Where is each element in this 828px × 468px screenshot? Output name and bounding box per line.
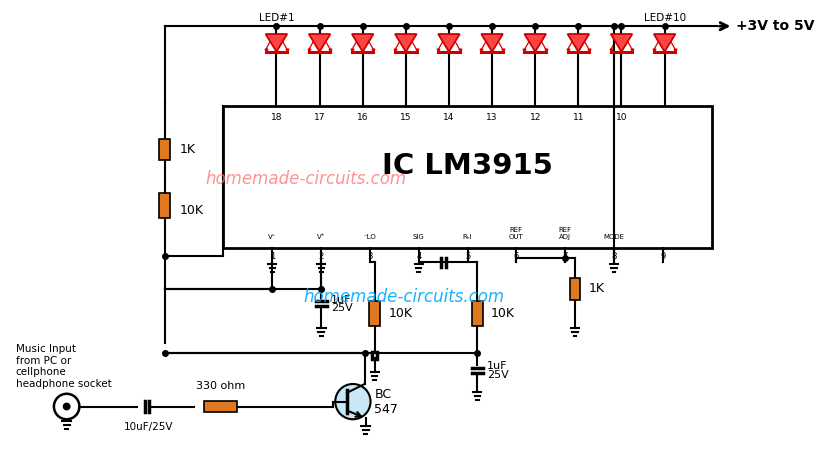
Bar <box>159 193 170 218</box>
Bar <box>159 139 170 161</box>
Polygon shape <box>481 34 503 51</box>
Text: 1: 1 <box>269 252 275 261</box>
Text: 8: 8 <box>610 252 616 261</box>
Text: homemade-circuits.com: homemade-circuits.com <box>205 170 407 188</box>
Text: REF
ADJ: REF ADJ <box>558 227 571 240</box>
Text: MODE: MODE <box>603 234 623 240</box>
Bar <box>569 278 580 300</box>
Polygon shape <box>395 34 416 51</box>
Text: LED#10: LED#10 <box>643 14 685 23</box>
Text: ⁻LO: ⁻LO <box>363 234 376 240</box>
Text: RₕI: RₕI <box>462 234 472 240</box>
Polygon shape <box>352 34 373 51</box>
Text: BC
547: BC 547 <box>374 388 397 416</box>
Text: V⁻: V⁻ <box>267 234 277 240</box>
Text: 4: 4 <box>416 252 421 261</box>
Text: 330 ohm: 330 ohm <box>195 381 245 391</box>
Text: 10K: 10K <box>490 307 514 320</box>
Text: 15: 15 <box>400 113 411 123</box>
Text: +3V to 5V: +3V to 5V <box>735 19 814 33</box>
Text: 5: 5 <box>465 252 469 261</box>
Circle shape <box>63 402 70 410</box>
Text: 11: 11 <box>572 113 584 123</box>
Text: SIG: SIG <box>412 234 424 240</box>
Text: 18: 18 <box>271 113 282 123</box>
Polygon shape <box>308 34 330 51</box>
Text: REF
OUT: REF OUT <box>508 227 523 240</box>
Bar <box>204 401 237 412</box>
Text: 17: 17 <box>314 113 325 123</box>
Bar <box>224 106 710 248</box>
Text: 7: 7 <box>562 252 567 261</box>
Text: 1uF: 1uF <box>330 295 351 305</box>
Polygon shape <box>524 34 546 51</box>
Text: 9: 9 <box>659 252 665 261</box>
Text: 1K: 1K <box>588 282 604 295</box>
Text: 1uF: 1uF <box>487 361 507 371</box>
Bar <box>471 300 482 326</box>
Bar <box>369 300 380 326</box>
Circle shape <box>335 384 370 419</box>
Text: IC LM3915: IC LM3915 <box>382 153 552 180</box>
Text: 6: 6 <box>513 252 518 261</box>
Text: 10: 10 <box>615 113 627 123</box>
Polygon shape <box>438 34 460 51</box>
Text: 14: 14 <box>443 113 454 123</box>
Text: Music Input
from PC or
cellphone
headphone socket: Music Input from PC or cellphone headpho… <box>16 344 111 389</box>
Text: 10uF/25V: 10uF/25V <box>124 422 174 432</box>
Text: homemade-circuits.com: homemade-circuits.com <box>304 288 504 306</box>
Text: 3: 3 <box>367 252 373 261</box>
Text: V⁺: V⁺ <box>316 234 325 240</box>
Text: 10K: 10K <box>388 307 412 320</box>
Text: 25V: 25V <box>330 304 352 314</box>
Text: 25V: 25V <box>487 370 508 380</box>
Text: LED#1: LED#1 <box>258 14 294 23</box>
Text: 10K: 10K <box>179 204 203 217</box>
Text: 13: 13 <box>486 113 498 123</box>
Text: 12: 12 <box>529 113 540 123</box>
Polygon shape <box>610 34 632 51</box>
Polygon shape <box>567 34 589 51</box>
Text: 1K: 1K <box>179 143 195 156</box>
Polygon shape <box>265 34 286 51</box>
Text: 2: 2 <box>318 252 324 261</box>
Polygon shape <box>653 34 675 51</box>
Text: 16: 16 <box>357 113 368 123</box>
